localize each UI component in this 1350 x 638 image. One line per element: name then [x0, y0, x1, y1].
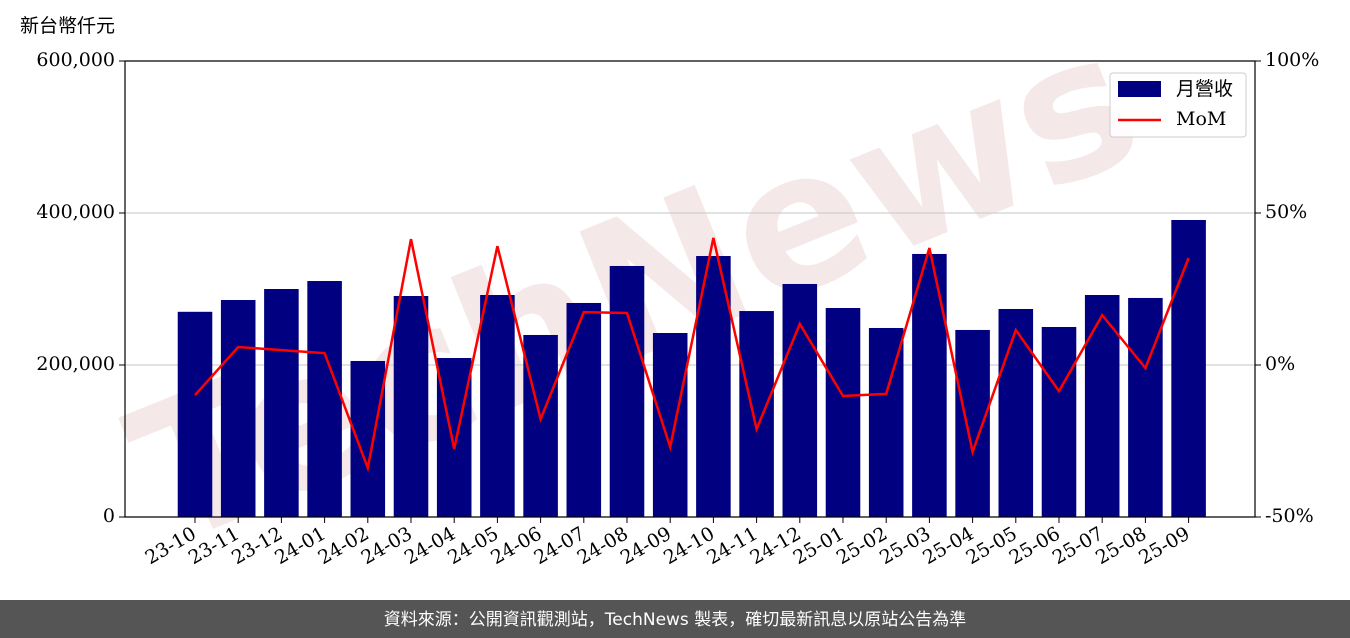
y2-tick-label: 100% [1265, 49, 1319, 71]
bar [998, 308, 1034, 517]
y2-tick-label: 0% [1265, 353, 1295, 375]
bar [436, 358, 472, 517]
bar [566, 302, 602, 517]
legend-label: 月營收 [1176, 78, 1233, 100]
plot-frame [124, 60, 1256, 518]
bar [220, 300, 256, 517]
bar [480, 295, 515, 517]
bar [825, 308, 861, 517]
y2-tick-label: -50% [1265, 505, 1314, 527]
x-tick-label: 25-09 [1135, 523, 1193, 569]
bar [393, 295, 429, 517]
bar [1084, 295, 1120, 517]
bar [1128, 297, 1163, 517]
bar [739, 311, 774, 517]
y2-tick-label: 50% [1265, 201, 1307, 223]
bar [264, 289, 299, 517]
y-tick-label: 0 [103, 505, 115, 527]
bar [177, 311, 213, 517]
y-tick-label: 600,000 [36, 49, 115, 71]
y-tick-label: 400,000 [36, 201, 115, 223]
bar [868, 327, 904, 517]
footer-bar [0, 600, 1350, 638]
footer-text: 資料來源：公開資訊觀測站，TechNews 製表，確切最新訊息以原站公告為準 [384, 610, 966, 630]
y-axis-label: 新台幣仟元 [20, 15, 115, 37]
legend-swatch [1118, 81, 1161, 97]
legend-label: MoM [1176, 108, 1226, 130]
bar [1041, 327, 1077, 517]
bar [523, 334, 558, 517]
bar [955, 329, 990, 517]
bar [1171, 219, 1206, 517]
y-tick-label: 200,000 [36, 353, 115, 375]
bar [307, 281, 342, 517]
bar [912, 253, 947, 518]
mom-line [194, 237, 1190, 473]
bar [609, 265, 645, 517]
bar [782, 283, 818, 517]
bar [652, 333, 688, 517]
